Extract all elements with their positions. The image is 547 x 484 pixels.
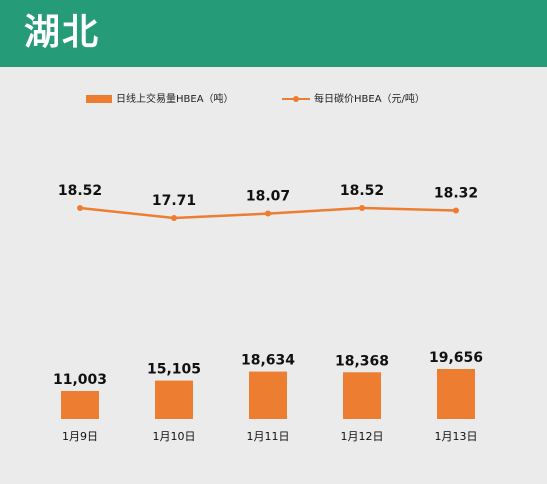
header-bar: 湖北 xyxy=(0,0,547,67)
bar xyxy=(249,371,287,419)
bar xyxy=(343,372,381,419)
line-data-label: 17.71 xyxy=(152,193,196,209)
bar xyxy=(61,391,99,419)
bar-data-label: 18,634 xyxy=(241,353,295,369)
x-tick-label: 1月9日 xyxy=(62,430,98,443)
x-axis: 1月9日 1月10日 1月11日 1月12日 1月13日 xyxy=(62,430,478,443)
x-tick-label: 1月11日 xyxy=(247,430,290,443)
line-point xyxy=(453,207,459,214)
bar xyxy=(155,380,193,419)
legend-swatch-bars xyxy=(86,95,112,103)
line-data-label: 18.52 xyxy=(58,183,102,199)
line-point xyxy=(265,210,271,217)
line-series: 18.52 17.71 18.07 18.52 18.32 xyxy=(58,183,478,221)
x-tick-label: 1月10日 xyxy=(153,430,196,443)
legend-marker-line xyxy=(293,96,299,102)
bar-data-label: 11,003 xyxy=(53,372,107,388)
legend-label-line: 每日碳价HBEA（元/吨） xyxy=(314,92,425,105)
chart: 日线上交易量HBEA（吨） 每日碳价HBEA（元/吨） 11,00315,1051… xyxy=(53,92,483,443)
bar xyxy=(437,369,475,419)
bar-series: 11,003 15,105 18,634 18,368 19,656 xyxy=(53,350,483,419)
page-title: 湖北 xyxy=(24,12,101,53)
x-tick-label: 1月12日 xyxy=(341,430,384,443)
line-data-label: 18.52 xyxy=(340,183,384,199)
line-data-label: 18.32 xyxy=(434,185,478,201)
bar-data-label: 15,105 xyxy=(147,362,201,378)
x-tick-label: 1月13日 xyxy=(435,430,478,443)
line-data-label: 18.07 xyxy=(246,189,290,205)
line-point xyxy=(171,215,177,221)
bar-data-label: 19,656 xyxy=(429,350,483,366)
bar-data-label: 18,368 xyxy=(335,353,389,369)
legend-label-bars: 日线上交易量HBEA（吨） xyxy=(116,92,234,105)
line-point xyxy=(77,205,83,211)
legend: 日线上交易量HBEA（吨） 每日碳价HBEA（元/吨） xyxy=(86,92,425,105)
line-point xyxy=(359,205,365,211)
